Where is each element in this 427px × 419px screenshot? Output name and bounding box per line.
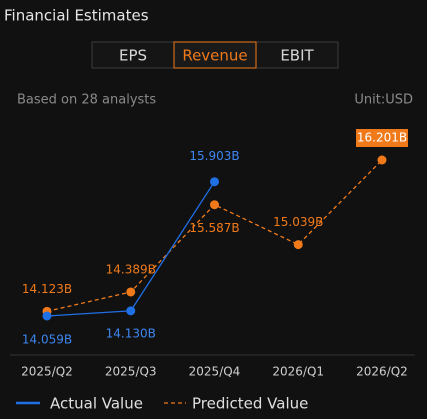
point <box>126 306 136 316</box>
data-label: 14.130B <box>106 326 156 340</box>
data-label: 14.389B <box>106 262 156 276</box>
x-tick-label: 2026/Q2 <box>356 365 408 379</box>
point <box>126 287 136 297</box>
legend-label: Actual Value <box>50 395 143 413</box>
tab[interactable]: EPS <box>119 47 147 65</box>
tab-selected <box>173 41 257 69</box>
data-label: 15.903B <box>189 149 239 163</box>
tab[interactable]: EBIT <box>280 47 314 65</box>
data-label: 14.059B <box>22 333 72 347</box>
unit: Unit:USD <box>354 93 413 108</box>
tab[interactable]: Revenue <box>182 47 247 65</box>
point <box>377 155 387 165</box>
data-label: 14.123B <box>22 282 72 296</box>
x-tick-label: 2025/Q4 <box>189 365 241 379</box>
x-tick-label: 2026/Q1 <box>272 365 324 379</box>
point <box>42 311 52 321</box>
point <box>210 177 219 187</box>
highlight-box <box>356 129 408 147</box>
legend-label: Predicted Value <box>192 395 308 413</box>
point <box>293 240 303 250</box>
x-tick-label: 2025/Q2 <box>21 365 73 379</box>
point <box>210 200 219 210</box>
data-label: 15.587B <box>189 221 239 235</box>
title: Financial Estimates <box>4 7 149 25</box>
data-label: 15.039B <box>273 215 323 229</box>
x-tick-label: 2025/Q3 <box>105 365 157 379</box>
data-label: 16.201B <box>357 131 407 145</box>
subtitle: Based on 28 analysts <box>17 93 156 108</box>
